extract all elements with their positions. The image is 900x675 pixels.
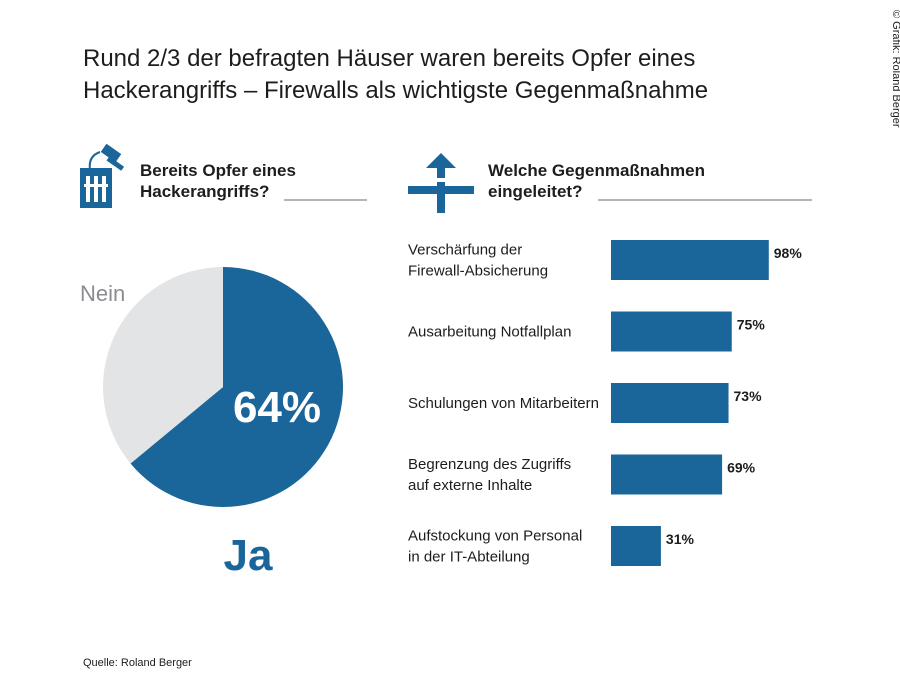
bar-category-label: Ausarbeitung Notfallplan — [408, 324, 571, 341]
arrow-icon — [408, 153, 474, 213]
pie-category-label: Nein — [80, 281, 125, 306]
pie-slice — [103, 267, 223, 464]
bar — [611, 311, 732, 352]
credit: © Grafik: Roland Berger — [890, 10, 900, 128]
bar — [611, 454, 723, 495]
pie-value-label: 64% — [233, 383, 321, 432]
bar-category-label: Begrenzung des Zugriffs auf externe Inhal… — [408, 456, 571, 494]
bar — [611, 383, 729, 423]
bar-category-label: Verschärfung der Firewall-Absicherung — [408, 242, 548, 280]
hacker-icon — [80, 143, 125, 208]
bar-category-label: Aufstockung von Personal in der IT-Abteil… — [408, 528, 582, 566]
pie-subtitle: Bereits Opfer eines Hackerangriffs? — [140, 161, 296, 201]
pie-slice — [130, 267, 344, 507]
bar-value-label: 98% — [774, 245, 803, 261]
pie-category-label: Ja — [224, 531, 273, 580]
bar-subtitle: Welche Gegenmaßnahmen eingeleitet? — [488, 161, 705, 201]
bar-value-label: 75% — [737, 317, 766, 333]
bar — [611, 240, 769, 280]
bar-category-label: Schulungen von Mitarbeitern — [408, 395, 599, 412]
bar-value-label: 31% — [666, 531, 695, 547]
bar — [611, 526, 661, 566]
title: Rund 2/3 der befragten Häuser waren bere… — [83, 45, 708, 104]
bar-value-label: 73% — [734, 388, 763, 404]
source: Quelle: Roland Berger — [83, 657, 192, 669]
bar-value-label: 69% — [727, 460, 756, 476]
